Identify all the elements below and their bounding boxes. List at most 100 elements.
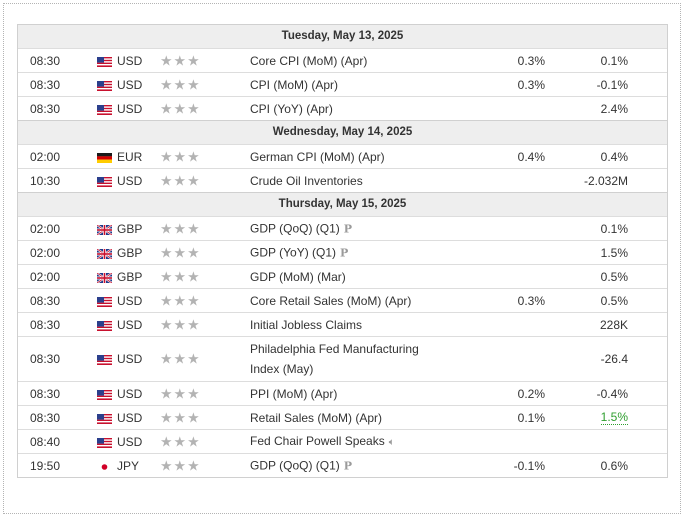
event-time: 02:00 [30,149,61,164]
event-actual: -0.1% [596,77,628,92]
us-flag-icon [97,320,112,331]
us-flag-icon [97,413,112,424]
importance-stars-icon: ★★★ [160,292,201,308]
event-time: 08:40 [30,434,61,449]
event-row[interactable]: 08:30 USD ★★★ CPI (MoM) (Apr) 0.3% -0.1% [18,72,667,96]
event-currency: GBP [117,269,143,284]
us-flag-icon [97,296,112,307]
event-name-link[interactable]: CPI (YoY) (Apr) [250,99,440,119]
japan-flag-icon [97,461,112,472]
event-name: GDP (YoY) (Q1) [250,245,337,259]
importance-stars-icon: ★★★ [160,350,201,367]
event-actual: -26.4 [600,352,628,366]
event-name: German CPI (MoM) (Apr) [250,149,385,164]
event-name-link[interactable]: Initial Jobless Claims [250,315,440,335]
event-time: 08:30 [30,53,61,68]
importance-stars-icon: ★★★ [160,409,201,425]
event-row[interactable]: 08:40 USD ★★★ Fed Chair Powell Speaks 🔈︎ [18,429,667,453]
event-row[interactable]: 08:30 USD ★★★ PPI (MoM) (Apr) 0.2% -0.4% [18,381,667,405]
event-row[interactable]: 08:30 USD ★★★ Philadelphia Fed Manufacturin… [18,336,667,381]
event-name-link[interactable]: PPI (MoM) (Apr) [250,384,440,404]
event-name: Fed Chair Powell Speaks [250,433,385,448]
event-row[interactable]: 08:30 USD ★★★ Core Retail Sales (MoM) (Apr)… [18,288,667,312]
importance-stars-icon: ★★★ [160,172,201,188]
event-currency: USD [117,77,143,92]
event-time: 02:00 [30,245,61,260]
importance-stars-icon: ★★★ [160,52,201,68]
importance-stars-icon: ★★★ [160,268,201,284]
event-name: Crude Oil Inventories [250,173,363,188]
importance-stars-icon: ★★★ [160,148,201,164]
event-currency: USD [117,386,143,401]
event-forecast: 0.4% [517,149,545,164]
event-name: GDP (QoQ) (Q1) [250,458,340,472]
event-name-link[interactable]: GDP (YoY) (Q1) P [250,242,440,263]
event-row[interactable]: 08:30 USD ★★★ Initial Jobless Claims 228K [18,312,667,336]
event-currency: USD [117,293,143,308]
day-header: Tuesday, May 13, 2025 [18,24,667,48]
event-time: 08:30 [30,77,61,92]
day-header: Thursday, May 15, 2025 [18,192,667,216]
event-currency: GBP [117,221,143,236]
event-name: PPI (MoM) (Apr) [250,386,338,401]
event-name: Initial Jobless Claims [250,317,363,332]
event-name: Retail Sales (MoM) (Apr) [250,410,383,425]
event-row[interactable]: 02:00 EUR ★★★ German CPI (MoM) (Apr) 0.4% 0.4… [18,144,667,168]
event-currency: USD [117,101,143,116]
importance-stars-icon: ★★★ [160,385,201,401]
preliminary-icon: P [343,459,353,472]
event-time: 08:30 [30,293,61,308]
speaker-icon: 🔈︎ [388,436,395,448]
event-currency: USD [117,317,143,332]
event-name-link[interactable]: Crude Oil Inventories [250,171,440,191]
event-name: Core Retail Sales (MoM) (Apr) [250,293,412,308]
event-forecast: 0.2% [517,386,545,401]
us-flag-icon [97,56,112,67]
event-actual: 0.5% [600,293,628,308]
event-name-link[interactable]: Core Retail Sales (MoM) (Apr) [250,291,440,311]
event-row[interactable]: 02:00 GBP ★★★ GDP (YoY) (Q1) P 1.5% [18,240,667,264]
event-currency: GBP [117,245,143,260]
event-name-link[interactable]: Core CPI (MoM) (Apr) [250,51,440,71]
event-row[interactable]: 08:30 USD ★★★ Retail Sales (MoM) (Apr) 0.1% 1… [18,405,667,429]
event-name-link[interactable]: Philadelphia Fed Manufacturing Index (Ma… [250,339,440,379]
event-name-link[interactable]: GDP (QoQ) (Q1) P [250,455,440,476]
event-actual: -0.4% [596,386,628,401]
importance-stars-icon: ★★★ [160,244,201,260]
event-row[interactable]: 02:00 GBP ★★★ GDP (QoQ) (Q1) P 0.1% [18,216,667,240]
event-name-link[interactable]: Fed Chair Powell Speaks 🔈︎ [250,431,440,453]
event-row[interactable]: 02:00 GBP ★★★ GDP (MoM) (Mar) 0.5% [18,264,667,288]
event-time: 10:30 [30,173,61,188]
event-actual: 0.5% [600,269,628,284]
event-name-link[interactable]: Retail Sales (MoM) (Apr) [250,408,440,428]
event-name-link[interactable]: GDP (QoQ) (Q1) P [250,218,440,239]
event-name: GDP (QoQ) (Q1) [250,221,340,235]
event-row[interactable]: 10:30 USD ★★★ Crude Oil Inventories -2.032M [18,168,667,192]
event-time: 08:30 [30,352,61,366]
event-row[interactable]: 19:50 JPY ★★★ GDP (QoQ) (Q1) P -0.1% 0.6% [18,453,667,477]
germany-flag-icon [97,152,112,163]
event-actual: 0.4% [600,149,628,164]
event-currency: USD [117,173,143,188]
event-name-link[interactable]: GDP (MoM) (Mar) [250,267,440,287]
event-currency: JPY [117,458,140,473]
event-actual: 0.1% [600,221,628,236]
event-time: 02:00 [30,269,61,284]
importance-stars-icon: ★★★ [160,457,201,473]
event-name: CPI (YoY) (Apr) [250,101,333,116]
event-row[interactable]: 08:30 USD ★★★ CPI (YoY) (Apr) 2.4% [18,96,667,120]
us-flag-icon [97,80,112,91]
event-forecast: 0.3% [517,293,545,308]
uk-flag-icon [96,247,113,260]
event-actual: 1.5% [600,245,628,260]
event-name-link[interactable]: CPI (MoM) (Apr) [250,75,440,95]
us-flag-icon [97,104,112,115]
event-row[interactable]: 08:30 USD ★★★ Core CPI (MoM) (Apr) 0.3% 0.1% [18,48,667,72]
event-time: 02:00 [30,221,61,236]
event-name-link[interactable]: German CPI (MoM) (Apr) [250,147,440,167]
uk-flag-icon [96,271,113,284]
event-time: 19:50 [30,458,61,473]
event-currency: USD [117,434,143,449]
event-name: Philadelphia Fed Manufacturing Index (Ma… [250,342,419,376]
importance-stars-icon: ★★★ [160,316,201,332]
